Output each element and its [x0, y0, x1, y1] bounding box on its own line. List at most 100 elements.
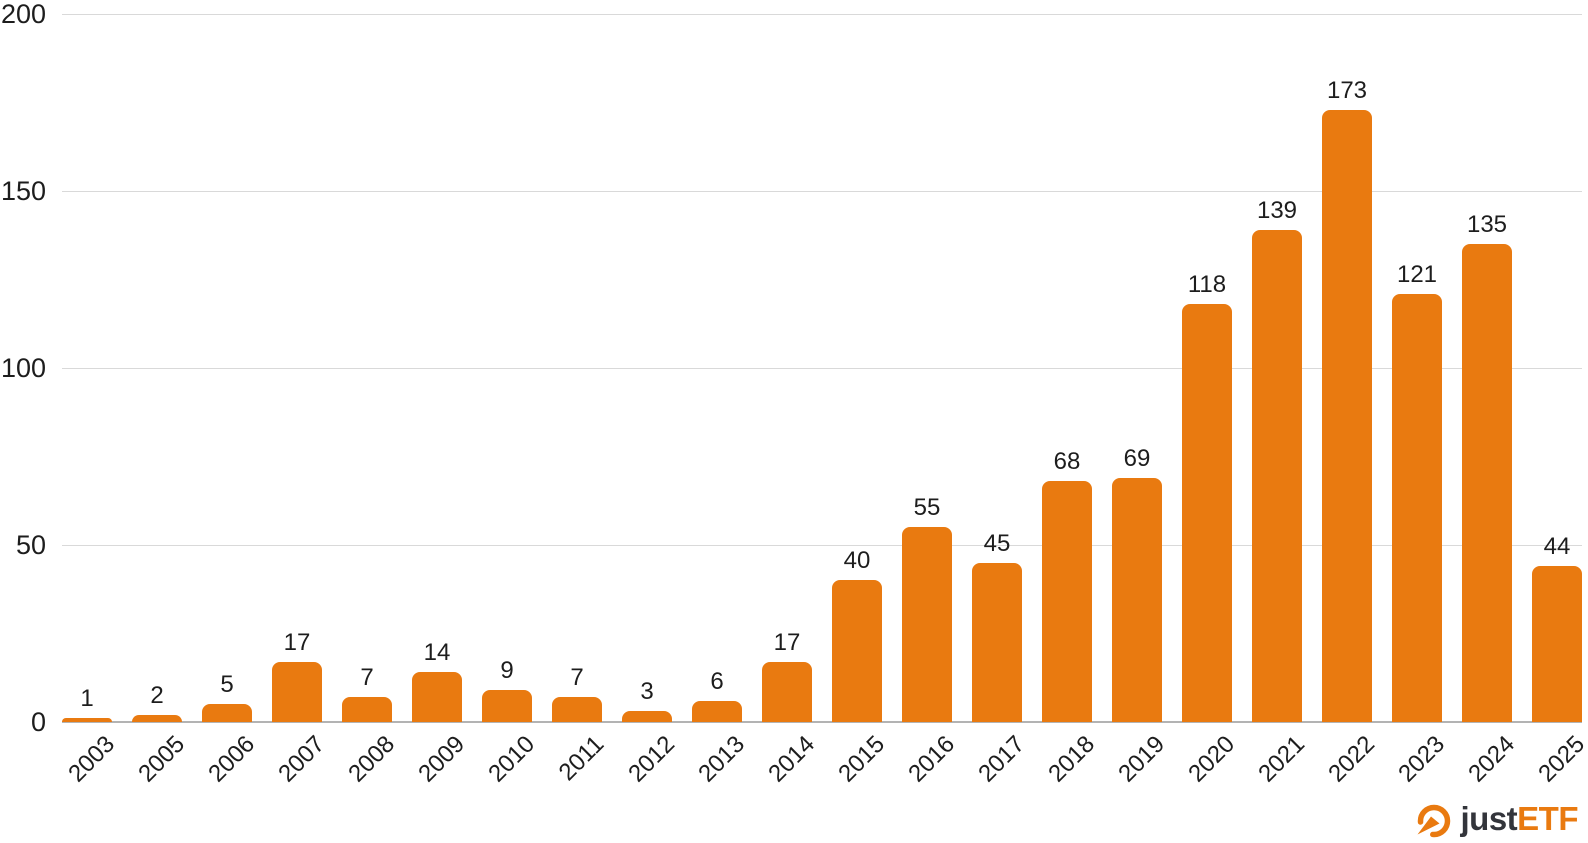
- logo-text-etf: ETF: [1517, 800, 1578, 837]
- bar: 6: [692, 669, 742, 722]
- bar-column: 1 2003: [62, 14, 120, 787]
- x-tick-label: 2015: [832, 730, 890, 788]
- bar-value-label: 55: [913, 494, 941, 522]
- x-axis-line: [62, 721, 1582, 723]
- bar: 118: [1182, 273, 1232, 722]
- bar-value-label: 69: [1123, 444, 1151, 472]
- bar: 173: [1322, 78, 1372, 722]
- bar-column: 5 2006: [202, 14, 260, 787]
- bar-column: 173 2022: [1322, 14, 1380, 787]
- bar-value-label: 173: [1326, 76, 1368, 104]
- x-tick-label: 2005: [132, 730, 190, 788]
- x-tick-label: 2007: [272, 730, 330, 788]
- bar-value-label: 40: [843, 547, 871, 575]
- bar-value-label: 44: [1543, 533, 1571, 561]
- bar-value-label: 6: [710, 667, 724, 695]
- bar-column: 3 2012: [622, 14, 680, 787]
- y-tick-label: 200: [0, 0, 46, 29]
- x-tick-label: 2020: [1182, 730, 1240, 788]
- x-tick-label: 2006: [202, 730, 260, 788]
- bar-value-label: 139: [1256, 196, 1298, 224]
- bar: 5: [202, 673, 252, 722]
- gridline: [62, 13, 1582, 15]
- bar-value-label: 2: [150, 681, 164, 709]
- brand-logo: justETF: [1413, 797, 1579, 841]
- bar: 69: [1112, 446, 1162, 722]
- y-tick-label: 100: [0, 352, 46, 383]
- brand-logo-text: justETF: [1461, 800, 1579, 838]
- bar-column: 139 2021: [1252, 14, 1310, 787]
- bar-column: 14 2009: [412, 14, 470, 787]
- x-tick-label: 2013: [692, 730, 750, 788]
- bar-column: 45 2017: [972, 14, 1030, 787]
- bar-column: 55 2016: [902, 14, 960, 787]
- logo-text-just: just: [1460, 800, 1518, 837]
- x-tick-label: 2018: [1042, 730, 1100, 788]
- x-tick-label: 2023: [1392, 730, 1450, 788]
- bar-value-label: 7: [570, 664, 584, 692]
- bar-column: 121 2023: [1392, 14, 1450, 787]
- bar-column: 9 2010: [482, 14, 540, 787]
- bar: 3: [622, 680, 672, 722]
- x-tick-label: 2011: [554, 730, 610, 787]
- x-tick-label: 2021: [1252, 730, 1310, 788]
- bar-column: 17 2014: [762, 14, 820, 787]
- bar: 139: [1252, 198, 1302, 722]
- x-tick-label: 2010: [482, 730, 540, 788]
- x-tick-label: 2008: [342, 730, 400, 788]
- bar: 2: [132, 683, 182, 722]
- y-tick-label: 50: [15, 529, 46, 560]
- bar-value-label: 9: [500, 657, 514, 685]
- bar: 17: [762, 630, 812, 722]
- bar-value-label: 45: [983, 529, 1011, 557]
- bar: 14: [412, 641, 462, 722]
- bar-column: 7 2011: [552, 14, 610, 786]
- bar: 7: [342, 666, 392, 722]
- y-tick-label: 150: [0, 175, 46, 206]
- x-tick-label: 2014: [762, 730, 820, 788]
- x-tick-label: 2012: [622, 730, 680, 788]
- bar-column: 44 2025: [1532, 14, 1588, 787]
- bar-value-label: 68: [1053, 448, 1081, 476]
- bar: 121: [1392, 262, 1442, 722]
- bar-value-label: 135: [1466, 211, 1508, 239]
- bar: 68: [1042, 450, 1092, 722]
- bar: 40: [832, 549, 882, 722]
- bars-row: 1 2003 2 2005 5 2006 17 2007 7 2008 14 2009 9 2010 7 20…: [62, 14, 1588, 787]
- bar: 44: [1532, 535, 1582, 722]
- x-tick-label: 2024: [1462, 730, 1520, 788]
- x-tick-label: 2025: [1532, 730, 1588, 788]
- bar-column: 68 2018: [1042, 14, 1100, 787]
- gridline: [62, 544, 1582, 546]
- gridline: [62, 367, 1582, 369]
- bar-value-label: 1: [80, 685, 94, 713]
- bar-column: 2 2005: [132, 14, 190, 787]
- bar-column: 6 2013: [692, 14, 750, 787]
- bar-value-label: 5: [220, 671, 234, 699]
- bar-value-label: 17: [773, 628, 801, 656]
- y-tick-label: 0: [30, 706, 46, 737]
- x-tick-label: 2019: [1112, 730, 1170, 788]
- bar-column: 40 2015: [832, 14, 890, 787]
- bar: 1: [62, 687, 112, 722]
- bar-column: 135 2024: [1462, 14, 1520, 787]
- bar-value-label: 14: [423, 639, 451, 667]
- gridline: [62, 190, 1582, 192]
- bar-value-label: 118: [1187, 271, 1227, 299]
- bar-value-label: 7: [360, 664, 374, 692]
- x-tick-label: 2003: [62, 730, 120, 788]
- x-tick-label: 2017: [972, 730, 1030, 788]
- bar-column: 17 2007: [272, 14, 330, 787]
- bar-value-label: 3: [640, 678, 654, 706]
- bar: 55: [902, 496, 952, 722]
- x-tick-label: 2009: [412, 730, 470, 788]
- bar: 45: [972, 531, 1022, 722]
- x-tick-label: 2022: [1322, 730, 1380, 788]
- bar: 17: [272, 630, 322, 722]
- bar: 9: [482, 659, 532, 722]
- bar-value-label: 121: [1396, 260, 1438, 288]
- bar: 7: [552, 666, 602, 722]
- bar: 135: [1462, 213, 1512, 722]
- bar-column: 69 2019: [1112, 14, 1170, 787]
